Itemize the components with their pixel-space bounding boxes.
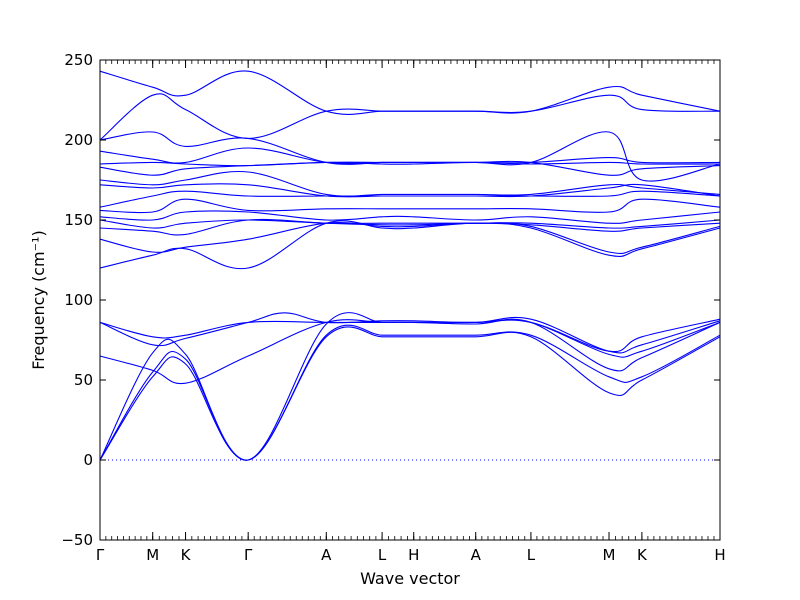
band-line-7 bbox=[99, 220, 721, 270]
x-tick-label: M bbox=[146, 546, 159, 564]
band-line-5 bbox=[99, 312, 721, 354]
x-tick-label: K bbox=[637, 546, 648, 564]
y-axis-label: Frequency (cm⁻¹) bbox=[29, 230, 48, 369]
band-line-1 bbox=[99, 326, 721, 461]
plot-frame bbox=[99, 59, 721, 541]
y-tick-label: 250 bbox=[64, 51, 93, 69]
y-tick-label: 50 bbox=[74, 371, 93, 389]
band-line-20 bbox=[99, 93, 721, 141]
band-line-8 bbox=[99, 222, 721, 255]
y-tick-label: 150 bbox=[64, 211, 93, 229]
x-tick-label: L bbox=[527, 546, 536, 564]
y-axis: −50 0 50 100 150 200 250 bbox=[61, 51, 720, 549]
band-line-14 bbox=[99, 183, 721, 198]
band-line-17 bbox=[99, 161, 721, 167]
x-tick-label: K bbox=[181, 546, 192, 564]
y-tick-label: 200 bbox=[64, 131, 93, 149]
x-tick-label: A bbox=[321, 546, 332, 564]
x-axis-label: Wave vector bbox=[360, 569, 460, 588]
band-line-2 bbox=[99, 324, 721, 461]
band-line-19 bbox=[99, 131, 721, 182]
x-tick-label: H bbox=[408, 546, 419, 564]
band-line-12 bbox=[99, 198, 721, 214]
x-tick-label: L bbox=[378, 546, 387, 564]
x-tick-label: M bbox=[603, 546, 616, 564]
y-tick-label: 100 bbox=[64, 291, 93, 309]
band-line-11 bbox=[99, 210, 721, 224]
x-tick-label: H bbox=[714, 546, 725, 564]
band-line-10 bbox=[99, 219, 721, 229]
y-tick-label: 0 bbox=[83, 451, 93, 469]
y-tick-label: −50 bbox=[61, 531, 93, 549]
band-line-9 bbox=[99, 218, 721, 236]
x-tick-label: Γ bbox=[244, 546, 253, 564]
band-line-6 bbox=[99, 318, 721, 353]
x-tick-label: A bbox=[471, 546, 482, 564]
band-line-21 bbox=[99, 70, 721, 115]
band-lines bbox=[99, 70, 721, 461]
x-tick-label: Γ bbox=[96, 546, 105, 564]
band-line-15 bbox=[99, 170, 721, 197]
